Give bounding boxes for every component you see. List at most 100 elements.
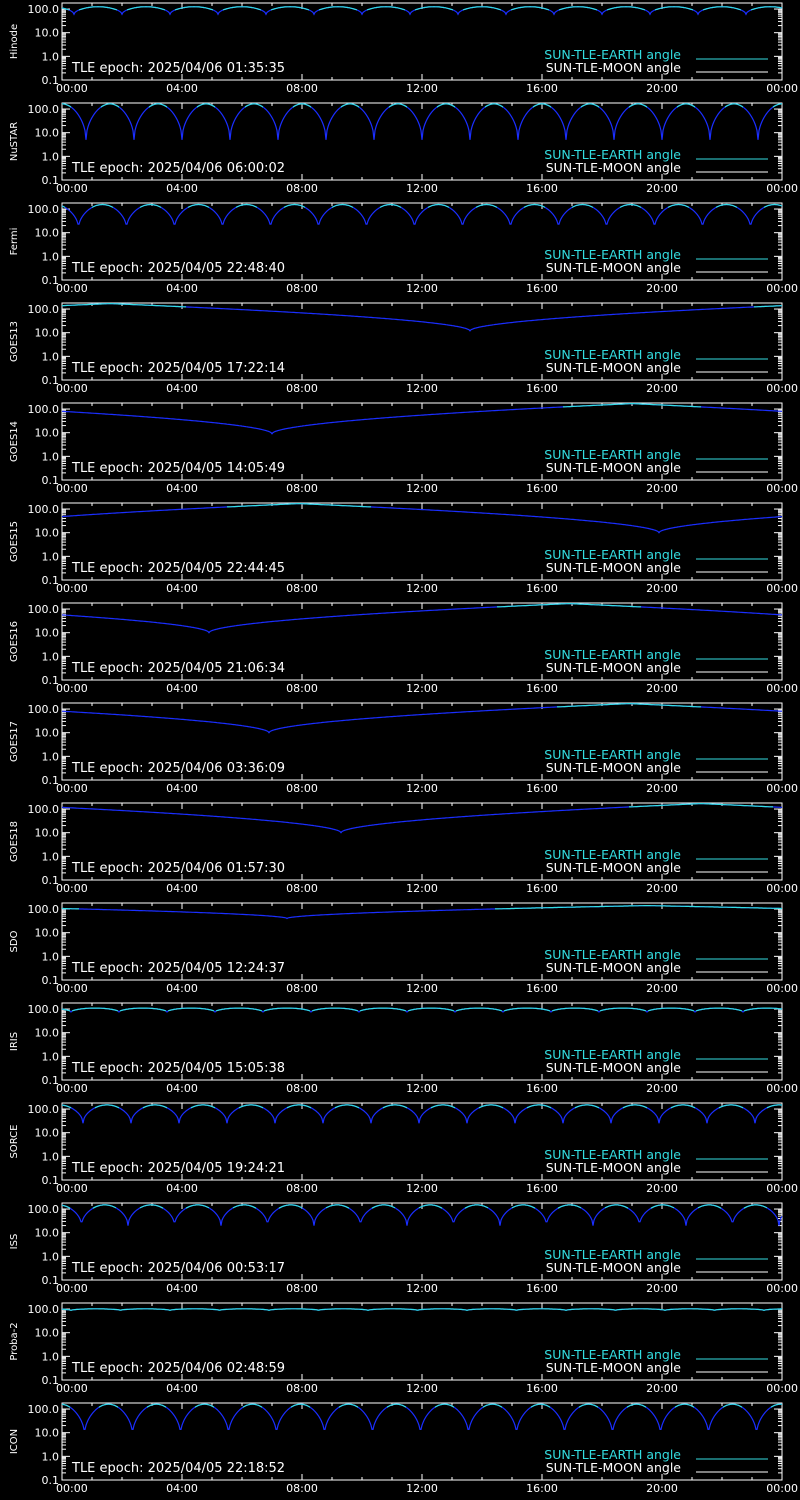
y-tick-label: 1.0	[42, 1450, 60, 1463]
tle-epoch-label: TLE epoch: 2025/04/06 02:48:59	[71, 1361, 285, 1376]
x-tick-label: 20:00	[646, 282, 678, 295]
x-tick-label: 20:00	[646, 1482, 678, 1495]
series-line-moon	[61, 603, 783, 634]
legend-earth-label: SUN-TLE-EARTH angle	[544, 347, 681, 362]
y-tick-label: 0.1	[42, 674, 60, 687]
x-tick-label: 16:00	[526, 182, 558, 195]
y-tick-label: 100.0	[28, 1303, 60, 1316]
x-tick-label: 04:00	[166, 1482, 198, 1495]
series-line-earth	[497, 603, 641, 608]
series-line-earth	[61, 203, 783, 208]
legend-earth-label: SUN-TLE-EARTH angle	[544, 647, 681, 662]
x-tick-label: 16:00	[526, 1282, 558, 1295]
y-tick-label: 10.0	[35, 527, 60, 540]
x-tick-label: 12:00	[406, 982, 438, 995]
y-tick-label: 0.1	[42, 974, 60, 987]
x-tick-label: 00:00	[56, 282, 88, 295]
x-tick-label: 04:00	[166, 482, 198, 495]
x-tick-label: 16:00	[526, 1482, 558, 1495]
series-line-moon	[61, 1403, 783, 1430]
x-tick-label: 16:00	[526, 82, 558, 95]
x-tick-label: 08:00	[286, 82, 318, 95]
x-tick-label: 04:00	[166, 1182, 198, 1195]
x-tick-label: 12:00	[406, 182, 438, 195]
x-tick-label: 04:00	[166, 1382, 198, 1395]
chart-panel: 100.010.01.00.100:00 04:00 08:00 12:00 16:00…	[9, 602, 798, 695]
x-tick-label: 08:00	[286, 282, 318, 295]
y-tick-label: 100.0	[28, 1403, 60, 1416]
legend-earth-label: SUN-TLE-EARTH angle	[544, 147, 681, 162]
series-line-earth	[62, 905, 782, 910]
x-tick-label: 08:00	[286, 1382, 318, 1395]
x-tick-label: 12:00	[406, 1282, 438, 1295]
series-line-earth	[557, 703, 701, 708]
x-tick-label: 08:00	[286, 382, 318, 395]
y-tick-label: 1.0	[42, 250, 60, 263]
x-tick-label: 00:00	[766, 982, 798, 995]
y-tick-label: 100.0	[28, 303, 60, 316]
legend-earth-label: SUN-TLE-EARTH angle	[544, 1347, 681, 1362]
x-tick-label: 00:00	[766, 482, 798, 495]
x-tick-label: 16:00	[526, 1082, 558, 1095]
x-tick-label: 12:00	[406, 1482, 438, 1495]
legend-moon-label: SUN-TLE-MOON angle	[546, 160, 682, 175]
x-tick-label: 04:00	[166, 982, 198, 995]
chart-panel: 100.010.01.00.100:00 04:00 08:00 12:00 16:00…	[9, 1002, 798, 1095]
legend-earth-label: SUN-TLE-EARTH angle	[544, 947, 681, 962]
x-tick-label: 04:00	[166, 882, 198, 895]
x-tick-label: 08:00	[286, 982, 318, 995]
tle-epoch-label: TLE epoch: 2025/04/05 15:05:38	[71, 1061, 285, 1076]
chart-panel: 100.010.01.00.100:00 04:00 08:00 12:00 16:00…	[9, 1102, 798, 1195]
y-tick-label: 10.0	[35, 227, 60, 240]
y-axis-label: GOES13	[9, 321, 20, 362]
series-line-earth	[61, 6, 783, 11]
tle-epoch-label: TLE epoch: 2025/04/05 19:24:21	[71, 1161, 285, 1176]
y-tick-label: 10.0	[35, 1227, 60, 1240]
x-tick-label: 04:00	[166, 1282, 198, 1295]
x-tick-label: 16:00	[526, 282, 558, 295]
x-tick-label: 00:00	[766, 182, 798, 195]
y-tick-label: 1.0	[42, 1150, 60, 1163]
y-axis-label: Hinode	[9, 24, 20, 59]
legend-earth-label: SUN-TLE-EARTH angle	[544, 547, 681, 562]
x-tick-label: 16:00	[526, 1182, 558, 1195]
y-tick-label: 0.1	[42, 474, 60, 487]
y-tick-label: 100.0	[28, 703, 60, 716]
x-tick-label: 12:00	[406, 882, 438, 895]
x-tick-label: 00:00	[56, 482, 88, 495]
y-tick-label: 0.1	[42, 774, 60, 787]
x-tick-label: 08:00	[286, 782, 318, 795]
legend-earth-label: SUN-TLE-EARTH angle	[544, 47, 681, 62]
series-line-earth	[62, 103, 782, 108]
legend-earth-label: SUN-TLE-EARTH angle	[544, 847, 681, 862]
legend-moon-label: SUN-TLE-MOON angle	[546, 560, 682, 575]
x-tick-label: 12:00	[406, 782, 438, 795]
x-tick-label: 04:00	[166, 182, 198, 195]
x-tick-label: 08:00	[286, 1282, 318, 1295]
x-tick-label: 12:00	[406, 82, 438, 95]
tle-epoch-label: TLE epoch: 2025/04/06 00:53:17	[71, 1261, 285, 1276]
legend-moon-label: SUN-TLE-MOON angle	[546, 860, 682, 875]
x-tick-label: 20:00	[646, 1082, 678, 1095]
y-tick-label: 100.0	[28, 203, 60, 216]
y-tick-label: 10.0	[35, 827, 60, 840]
y-tick-label: 10.0	[35, 127, 60, 140]
x-tick-label: 08:00	[286, 582, 318, 595]
x-tick-label: 12:00	[406, 382, 438, 395]
y-tick-label: 1.0	[42, 450, 60, 463]
y-tick-label: 0.1	[42, 1374, 60, 1387]
y-tick-label: 10.0	[35, 627, 60, 640]
legend-earth-label: SUN-TLE-EARTH angle	[544, 747, 681, 762]
legend-moon-label: SUN-TLE-MOON angle	[546, 660, 682, 675]
legend-earth-label: SUN-TLE-EARTH angle	[544, 447, 681, 462]
y-tick-label: 100.0	[28, 803, 60, 816]
x-tick-label: 04:00	[166, 682, 198, 695]
chart-panel: 100.010.01.00.100:00 04:00 08:00 12:00 16:00…	[9, 2, 798, 95]
x-tick-label: 00:00	[56, 882, 88, 895]
x-tick-label: 00:00	[56, 1182, 88, 1195]
x-tick-label: 20:00	[646, 1182, 678, 1195]
series-line-earth	[61, 1308, 782, 1312]
x-tick-label: 08:00	[286, 1082, 318, 1095]
x-tick-label: 04:00	[166, 82, 198, 95]
legend-moon-label: SUN-TLE-MOON angle	[546, 60, 682, 75]
